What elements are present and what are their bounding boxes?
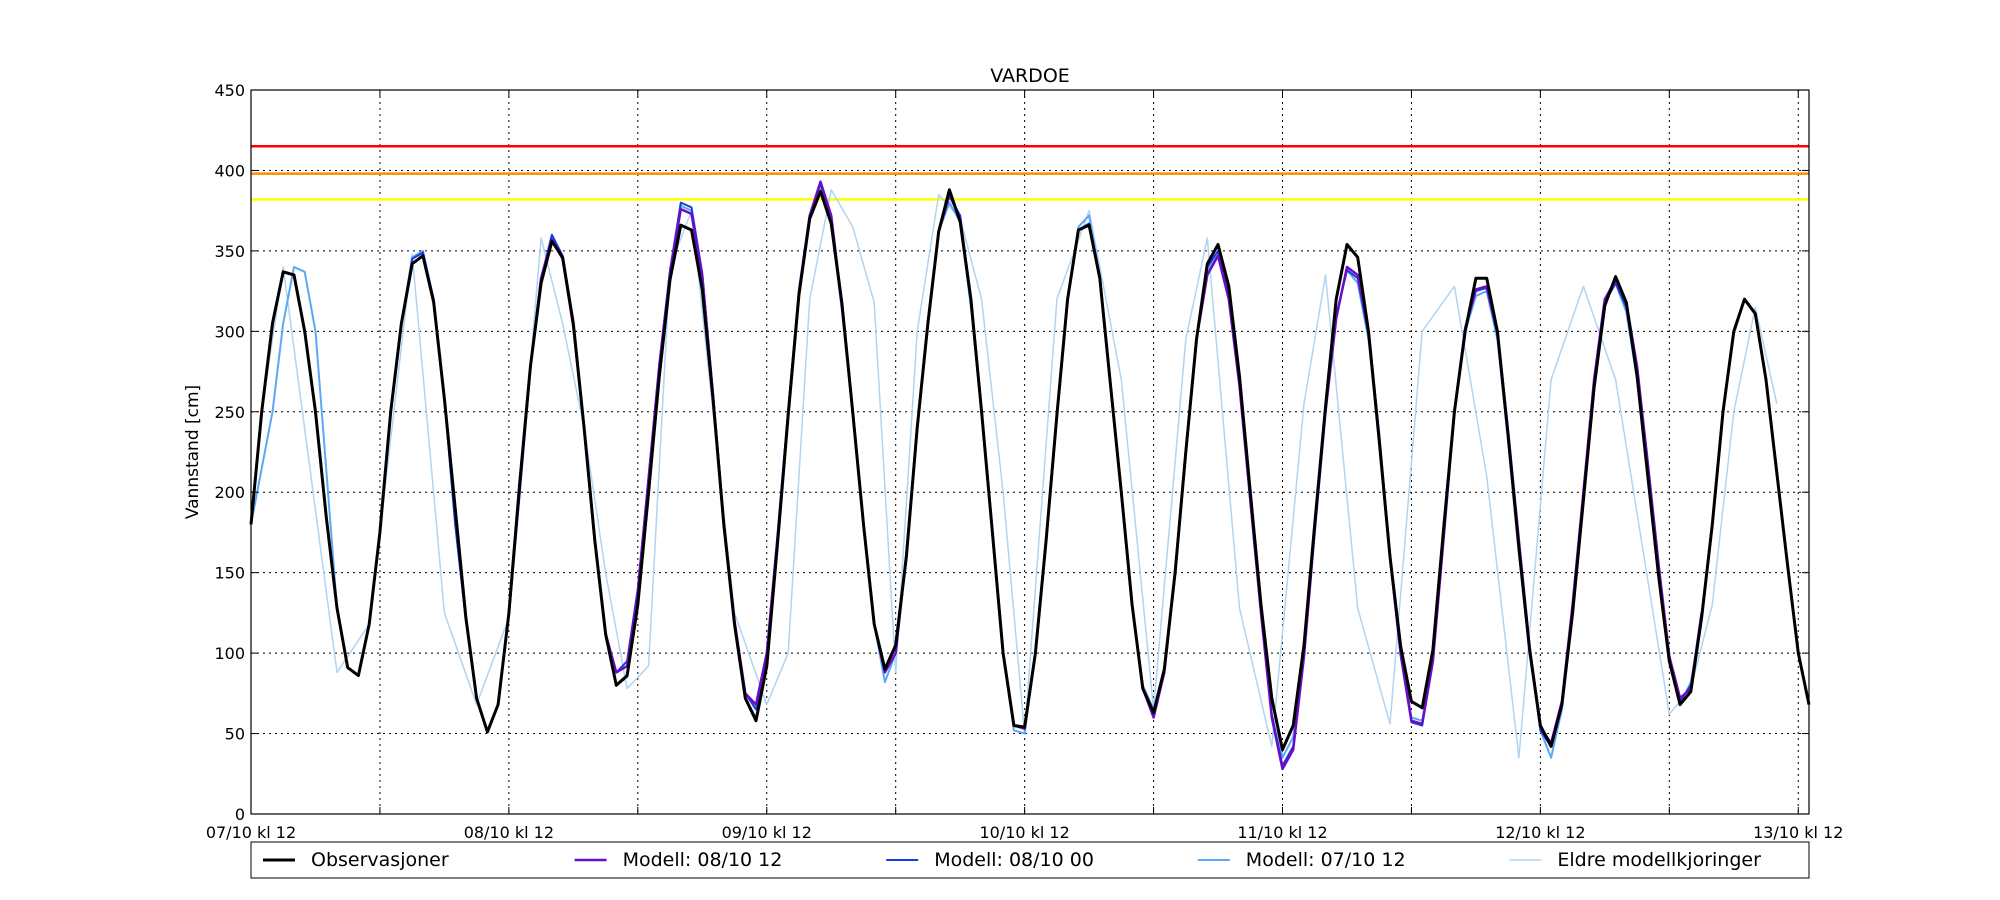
y-tick-label: 150 [214, 564, 245, 583]
series-line [249, 188, 1811, 752]
x-tick-label: 13/10 kl 12 [1753, 823, 1843, 842]
plot-frame [250, 89, 1810, 815]
x-tick-label: 09/10 kl 12 [722, 823, 812, 842]
x-tick-label: 11/10 kl 12 [1237, 823, 1327, 842]
y-tick-label: 300 [214, 322, 245, 341]
chart-title: VARDOE [990, 65, 1070, 87]
x-tick-label: 08/10 kl 12 [464, 823, 554, 842]
legend-entry: Observasjoner [311, 849, 449, 871]
legend-entry: Modell: 07/10 12 [1246, 849, 1406, 871]
x-axis-ticks: 07/10 kl 12 08/10 kl 12 09/10 kl 12 10/10 k… [206, 90, 1843, 842]
x-tick-label: 07/10 kl 12 [206, 823, 296, 842]
legend-entry: Modell: 08/10 00 [934, 849, 1094, 871]
y-tick-label: 0 [235, 805, 245, 824]
legend: Observasjoner Modell: 08/10 12 Modell: 08/… [250, 841, 1810, 879]
y-tick-label: 50 [225, 725, 245, 744]
legend-frame [250, 841, 1810, 879]
y-axis-ticks: 0 50 100 150 200 250 300 350 400 450 [214, 81, 1809, 824]
series-line [378, 182, 1692, 767]
series-line [250, 185, 1810, 759]
data-series [249, 180, 1811, 771]
grid-lines [251, 90, 1809, 814]
y-tick-label: 400 [214, 161, 245, 180]
y-tick-label: 200 [214, 483, 245, 502]
series-line [507, 180, 1703, 771]
y-tick-label: 100 [214, 644, 245, 663]
y-axis-label: Vannstand [cm] [183, 385, 203, 519]
y-tick-label: 250 [214, 403, 245, 422]
threshold-lines [251, 145, 1809, 201]
x-tick-label: 10/10 kl 12 [979, 823, 1069, 842]
series-line [260, 189, 1778, 759]
legend-entry: Eldre modellkjoringer [1557, 849, 1761, 871]
legend-entry: Modell: 08/10 12 [623, 849, 783, 871]
y-tick-label: 350 [214, 242, 245, 261]
y-tick-label: 450 [214, 81, 245, 100]
x-tick-label: 12/10 kl 12 [1495, 823, 1585, 842]
